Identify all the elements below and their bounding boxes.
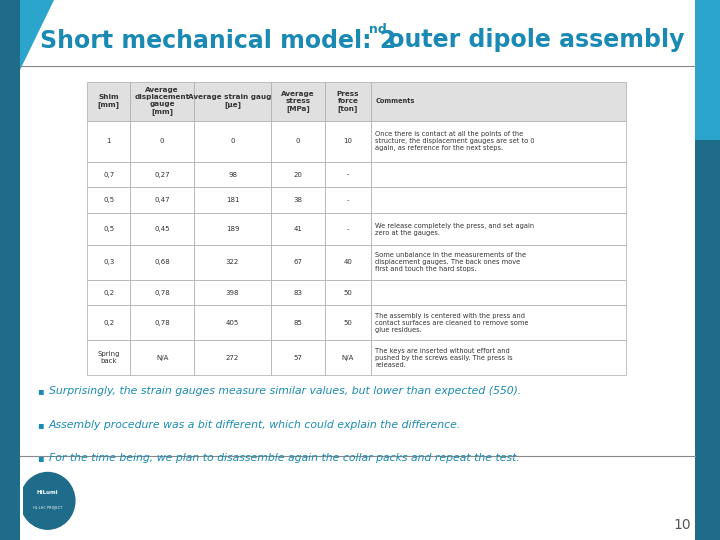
- Text: nd: nd: [369, 23, 387, 36]
- Text: For the time being, we plan to disassemble again the collar packs and repeat the: For the time being, we plan to disassemb…: [49, 454, 520, 463]
- Text: HiLumi: HiLumi: [37, 490, 58, 495]
- Text: ▪: ▪: [37, 454, 44, 463]
- Text: Assembly procedure was a bit different, which could explain the difference.: Assembly procedure was a bit different, …: [49, 420, 462, 430]
- Text: outer dipole assembly: outer dipole assembly: [380, 29, 685, 52]
- Circle shape: [20, 472, 75, 529]
- Text: Short mechanical model: 2: Short mechanical model: 2: [40, 29, 396, 52]
- Text: HL·LHC PROJECT: HL·LHC PROJECT: [33, 505, 63, 510]
- Text: ▪: ▪: [37, 420, 44, 430]
- Text: 10: 10: [674, 518, 691, 532]
- Text: Surprisingly, the strain gauges measure similar values, but lower than expected : Surprisingly, the strain gauges measure …: [49, 387, 521, 396]
- Text: ▪: ▪: [37, 387, 44, 396]
